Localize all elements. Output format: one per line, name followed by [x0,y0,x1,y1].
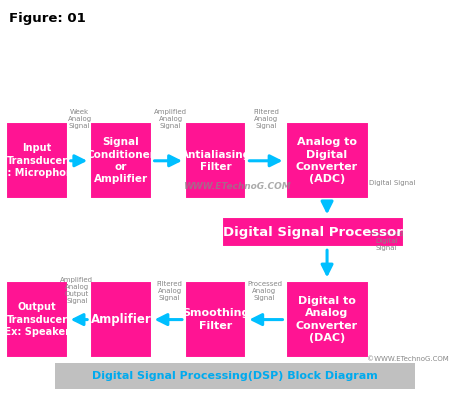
Text: ©WWW.ETechnoG.COM: ©WWW.ETechnoG.COM [367,356,448,362]
Text: Output
Transducer
(Ex: Speaker): Output Transducer (Ex: Speaker) [0,302,74,337]
Text: Digital Signal: Digital Signal [369,180,415,187]
Text: Signal
Conditioner
or
Amplifier: Signal Conditioner or Amplifier [86,137,155,184]
Text: Processed
Digital
Signal: Processed Digital Signal [369,231,404,251]
Text: WWW.ETechnoG.COM: WWW.ETechnoG.COM [183,182,291,191]
FancyBboxPatch shape [285,122,368,200]
FancyBboxPatch shape [185,122,246,200]
Text: Filtered
Analog
Signal: Filtered Analog Signal [254,109,279,129]
FancyBboxPatch shape [90,122,152,200]
Text: Filtered
Analog
Signal: Filtered Analog Signal [157,281,182,301]
Text: Figure: 01: Figure: 01 [9,12,86,25]
FancyBboxPatch shape [6,122,68,200]
Text: Digital to
Analog
Converter
(DAC): Digital to Analog Converter (DAC) [296,296,358,343]
Text: Processed
Analog
Signal: Processed Analog Signal [247,281,282,301]
Text: Analog to
Digital
Converter
(ADC): Analog to Digital Converter (ADC) [296,137,358,184]
Text: Digital Signal Processing(DSP) Block Diagram: Digital Signal Processing(DSP) Block Dia… [92,371,377,381]
Text: Smoothing
Filter: Smoothing Filter [182,308,249,331]
FancyBboxPatch shape [6,281,68,358]
Text: Amplified
Analog
Output
Signal: Amplified Analog Output Signal [60,277,93,304]
FancyBboxPatch shape [221,218,404,247]
Text: Antialiasing
Filter: Antialiasing Filter [181,150,251,172]
FancyBboxPatch shape [185,281,246,358]
Text: Week
Analog
Signal: Week Analog Signal [68,109,91,129]
Text: Amplified
Analog
Signal: Amplified Analog Signal [154,109,187,129]
FancyBboxPatch shape [55,363,415,389]
FancyBboxPatch shape [285,281,368,358]
Text: Amplifier: Amplifier [91,313,151,326]
FancyBboxPatch shape [90,281,152,358]
Text: Digital Signal Processor: Digital Signal Processor [223,226,403,239]
Text: Input
Transducer
(Ex: Microphone): Input Transducer (Ex: Microphone) [0,143,84,178]
